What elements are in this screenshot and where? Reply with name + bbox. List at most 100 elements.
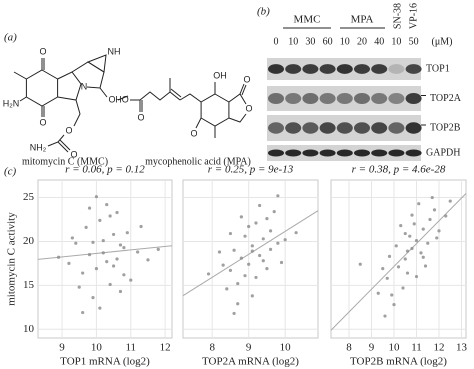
group-label: MMC <box>294 14 321 26</box>
y-axis-label: mitomycin C activity <box>6 212 18 306</box>
point <box>276 241 280 245</box>
point <box>423 264 428 268</box>
point <box>84 225 88 229</box>
point <box>250 294 254 298</box>
band <box>302 93 319 104</box>
y-tick-label: 25 <box>23 191 35 203</box>
point <box>403 257 407 261</box>
band <box>302 149 319 157</box>
point <box>101 251 105 255</box>
band <box>319 64 336 74</box>
point <box>115 257 119 261</box>
point <box>405 271 410 275</box>
point <box>129 278 133 282</box>
point <box>105 202 109 207</box>
plot-area <box>37 179 173 339</box>
point <box>98 218 102 222</box>
plot-title: r = 0.06, p = 0.12 <box>65 164 145 176</box>
point <box>254 275 258 280</box>
point <box>414 274 419 279</box>
atom-label: N <box>81 81 88 91</box>
point <box>232 311 236 316</box>
x-tick-label: 10 <box>91 342 103 354</box>
band <box>319 93 336 104</box>
point <box>139 224 143 229</box>
plot-title: r = 0.38, p = 4.6e-28 <box>352 164 446 176</box>
point <box>122 273 126 277</box>
band <box>405 149 422 157</box>
band <box>388 93 405 104</box>
point <box>437 229 441 233</box>
point <box>401 286 405 290</box>
point <box>419 251 423 255</box>
point <box>81 310 85 315</box>
lane-label: 50 <box>409 36 419 47</box>
point <box>444 214 448 218</box>
point <box>279 260 284 265</box>
point <box>146 258 150 262</box>
x-tick-label: 13 <box>456 342 468 354</box>
point <box>115 210 119 215</box>
band <box>371 149 388 157</box>
lane-label: 10 <box>391 36 401 47</box>
x-axis-label: TOP2A mRNA (log2) <box>202 356 299 368</box>
atom-label: O <box>39 117 46 127</box>
point <box>250 249 254 253</box>
lane-label: 40 <box>374 36 384 47</box>
band <box>336 93 353 104</box>
point <box>81 271 85 275</box>
x-axis-label: TOP2B mRNA (log2) <box>350 356 447 368</box>
point <box>67 261 71 265</box>
point <box>239 215 243 219</box>
point <box>108 214 112 218</box>
point <box>435 236 439 240</box>
trend-line <box>330 193 467 331</box>
panel-label: (b) <box>257 6 270 18</box>
band <box>336 149 353 157</box>
point <box>261 259 265 263</box>
point <box>221 263 225 267</box>
point <box>228 268 233 273</box>
point <box>125 231 129 235</box>
point <box>448 199 452 203</box>
band <box>319 122 336 134</box>
group-label: SN-38 <box>392 3 403 29</box>
x-tick-label: 8 <box>346 342 352 354</box>
atom-label: O <box>65 125 72 135</box>
band <box>336 64 353 74</box>
x-tick-label: 10 <box>280 342 292 354</box>
point <box>358 262 362 266</box>
point <box>87 206 92 210</box>
band <box>371 93 388 104</box>
row-label: TOP2B <box>430 122 461 133</box>
y-tick-label: 10 <box>23 323 35 335</box>
point <box>410 213 414 217</box>
row-label: TOP1 <box>426 63 450 74</box>
point <box>250 244 254 248</box>
band <box>302 122 319 134</box>
band <box>405 64 422 74</box>
lane-label: 30 <box>305 36 315 47</box>
point <box>430 195 434 200</box>
point <box>268 247 273 251</box>
lane-label: 20 <box>357 36 367 47</box>
point <box>421 227 425 231</box>
point <box>410 246 414 251</box>
point <box>272 210 276 214</box>
point <box>108 282 112 287</box>
point <box>254 221 258 225</box>
atom-label: O <box>137 112 144 122</box>
point <box>236 281 240 286</box>
x-tick-label: 11 <box>411 342 422 354</box>
western-blot <box>267 58 422 161</box>
point <box>283 238 287 242</box>
band <box>285 64 302 74</box>
plot-title: r = 0.25, p = 9e-13 <box>208 164 294 176</box>
point <box>394 244 398 248</box>
point <box>111 232 116 237</box>
x-tick-label: 9 <box>59 342 65 354</box>
band <box>354 122 370 134</box>
point <box>77 285 81 289</box>
point <box>392 303 396 307</box>
group-label: VP-16 <box>408 3 419 29</box>
